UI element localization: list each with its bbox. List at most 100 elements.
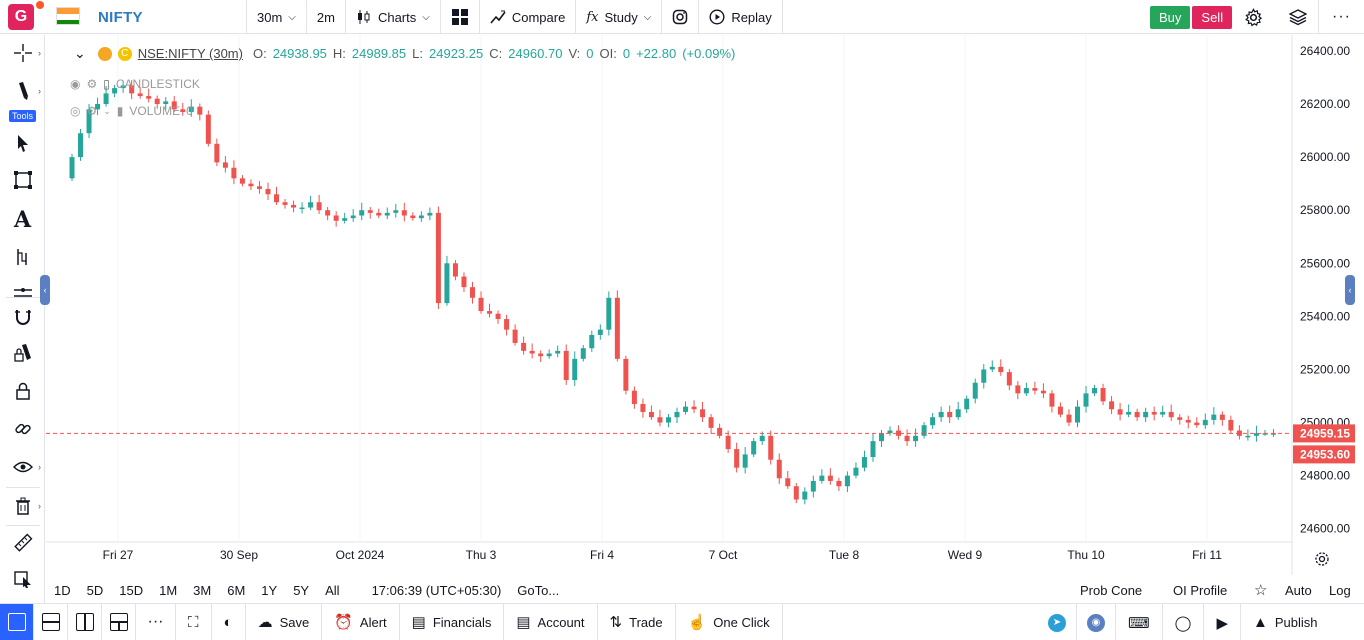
candle-body	[725, 435, 731, 450]
publish-button[interactable]: ▲ Publish	[1241, 604, 1330, 640]
candle-body	[316, 202, 322, 211]
gear-icon[interactable]: ⚙	[86, 77, 98, 91]
star-icon[interactable]: ☆	[1254, 582, 1268, 599]
megaphone-icon: ▲	[1253, 614, 1268, 631]
candle-body	[887, 430, 893, 434]
alert-button[interactable]: ⏰ Alert	[322, 603, 400, 640]
eye-icon[interactable]: ◉	[70, 77, 81, 91]
more-layouts-icon[interactable]: ···	[136, 603, 176, 640]
compare-button[interactable]: Compare	[480, 0, 575, 34]
lock-tool[interactable]	[0, 375, 45, 407]
layout-quad-button[interactable]	[102, 603, 136, 640]
discord-button[interactable]: ◉	[1077, 604, 1116, 640]
range-button-all[interactable]: All	[325, 582, 340, 598]
candle-body	[222, 162, 228, 168]
financials-button[interactable]: ▤ Financials	[400, 603, 505, 640]
candle-body	[947, 411, 953, 418]
text-icon[interactable]: A	[13, 207, 32, 233]
layout-horizontal-button[interactable]	[34, 603, 68, 640]
indicator-volume[interactable]: ◎ ⚙ ⌄ ▮ VOLUME 0	[70, 104, 193, 118]
account-button[interactable]: ▤ Account	[504, 603, 598, 640]
trade-button[interactable]: ⇅ Trade	[598, 603, 676, 640]
keyboard-button[interactable]: ⌨	[1116, 604, 1163, 640]
chart-area[interactable]: 26400.00 26200.00 26000.00 25800.00 25600.00…	[46, 35, 1364, 575]
clock-time[interactable]: 17:06:39 (UTC+05:30)	[371, 582, 502, 598]
trash-tool[interactable]: ›	[0, 490, 45, 522]
range-button-1y[interactable]: 1Y	[261, 582, 278, 598]
symbol-search[interactable]: NIFTY	[98, 9, 143, 26]
candle-body	[1219, 414, 1225, 420]
magnet-tool[interactable]	[0, 301, 45, 333]
log-scale-button[interactable]: Log	[1329, 582, 1351, 598]
range-button-3m[interactable]: 3M	[193, 582, 212, 598]
gear-icon[interactable]: ⚙	[86, 104, 98, 118]
legend-open-label: O:	[252, 46, 267, 61]
user-avatar[interactable]: G	[8, 4, 34, 30]
charts-type-dropdown[interactable]: Charts ⌵	[346, 0, 440, 34]
chart-svg[interactable]: 26400.00 26200.00 26000.00 25800.00 25600.00…	[46, 35, 1364, 575]
right-collapse-handle[interactable]: ‹	[1345, 275, 1355, 305]
oi-profile-button[interactable]: OI Profile	[1173, 582, 1228, 598]
ruler-tool[interactable]	[0, 527, 45, 559]
chevron-down-icon[interactable]: ⌄	[103, 105, 111, 116]
layout-vertical-button[interactable]	[68, 603, 102, 640]
eye-tool[interactable]: ›	[0, 451, 45, 483]
candle-body	[1160, 411, 1166, 415]
buy-button[interactable]: Buy	[1150, 6, 1191, 29]
layout-single-icon	[7, 613, 26, 631]
measure-tool[interactable]	[0, 241, 45, 273]
fullscreen-button[interactable]: ⛶	[176, 603, 212, 640]
rectangle-tool[interactable]	[0, 164, 45, 196]
left-collapse-handle[interactable]: ‹	[40, 275, 50, 305]
settings-gear-icon[interactable]	[1244, 8, 1263, 32]
screenshot-tool[interactable]	[0, 563, 45, 595]
candle-body	[861, 457, 867, 468]
range-button-1d[interactable]: 1D	[54, 582, 71, 598]
eye-off-icon[interactable]: ◎	[70, 104, 81, 118]
save-button[interactable]: ☁ Save	[246, 603, 323, 640]
telegram-button[interactable]: ➤	[1038, 604, 1077, 640]
range-button-5y[interactable]: 5Y	[293, 582, 310, 598]
legend-oi: 0	[622, 46, 631, 61]
video-button[interactable]: ▶	[1204, 604, 1241, 640]
interval-alt-button[interactable]: 2m	[307, 0, 345, 34]
legend-symbol[interactable]: NSE:NIFTY (30m)	[137, 46, 243, 61]
candle-body	[248, 183, 254, 187]
auto-scale-button[interactable]: Auto	[1285, 582, 1312, 598]
layout-grid-button[interactable]	[441, 0, 479, 34]
candle-body	[810, 480, 816, 492]
legend-change: +22.80	[636, 46, 677, 61]
candle-body	[955, 409, 961, 418]
range-button-6m[interactable]: 6M	[227, 582, 246, 598]
candle-body	[393, 210, 399, 213]
ideas-button[interactable]: ◯	[1163, 604, 1205, 640]
candle-body	[1083, 393, 1089, 407]
cursor-tool[interactable]	[0, 127, 45, 159]
interval-dropdown[interactable]: 30m ⌵	[247, 0, 306, 34]
theme-button[interactable]: ◐	[212, 603, 246, 640]
layers-icon[interactable]	[1288, 8, 1308, 31]
range-button-15d[interactable]: 15D	[119, 582, 144, 598]
goto-button[interactable]: GoTo...	[517, 582, 560, 598]
prob-cone-button[interactable]: Prob Cone	[1080, 582, 1143, 598]
lines-tool[interactable]	[0, 277, 45, 309]
range-button-1m[interactable]: 1M	[159, 582, 178, 598]
chevron-down-icon[interactable]: ⌄	[74, 45, 86, 61]
indicator-candlestick[interactable]: ◉ ⚙ ▯ CANDLESTICK	[70, 77, 200, 91]
pencil-tool[interactable]: ›	[0, 75, 45, 107]
candle-body	[640, 403, 646, 412]
more-menu-icon[interactable]: ···	[1332, 8, 1351, 25]
lock-drawing-tool[interactable]	[0, 337, 45, 369]
replay-button[interactable]: Replay	[699, 0, 781, 34]
bottom-toolbar: ··· ⛶ ◐ ☁ Save ⏰ Alert ▤ Financials ▤ Accoun…	[0, 603, 1364, 640]
study-dropdown[interactable]: fx Study ⌵	[576, 0, 661, 34]
one-click-button[interactable]: ☝ One Click	[676, 603, 783, 640]
range-button-5d[interactable]: 5D	[86, 582, 104, 598]
candle-body	[1126, 411, 1132, 415]
sell-button[interactable]: Sell	[1192, 6, 1233, 29]
link-tool[interactable]	[0, 413, 45, 445]
crosshair-tool[interactable]: ›	[0, 37, 45, 69]
instagram-button[interactable]	[662, 0, 698, 34]
layout-single-button[interactable]	[0, 603, 34, 640]
candle-body	[751, 441, 757, 455]
